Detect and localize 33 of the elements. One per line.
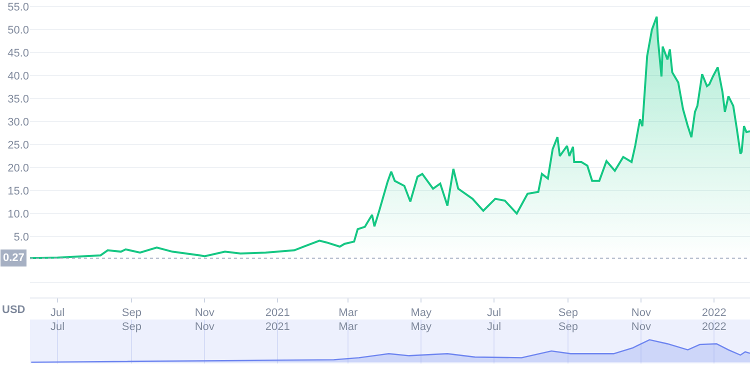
x-tick-label: Mar [338,306,358,319]
y-tick-label: 50.0 [8,24,29,36]
y-tick-label: 30.0 [8,116,29,128]
y-tick-label: 20.0 [8,162,29,174]
x-tick-label: 2022 [702,306,726,319]
y-tick-label: 35.0 [8,93,29,106]
x-tick-label: May [410,321,432,334]
x-tick-label: Nov [194,321,215,334]
x-tick-label: Jul [487,321,502,334]
y-tick-label: 40.0 [8,70,29,82]
y-tick-label: 15.0 [8,185,29,198]
y-tick-label: 10.0 [8,208,29,220]
y-axis-title: USD [2,304,26,316]
x-tick-label: May [410,306,432,319]
y-tick-label: 5.0 [14,231,29,244]
x-tick-label: Nov [631,321,652,334]
x-tick-label: Jul [50,306,65,319]
x-tick-label: Nov [194,306,215,319]
x-tick-label: 2022 [702,321,726,334]
x-tick-label: Jul [487,306,502,319]
ref-line-label: 0.27 [3,252,24,264]
x-tick-label: 2021 [265,321,290,334]
x-tick-label: Sep [122,321,142,334]
y-tick-label: 25.0 [8,139,29,152]
x-tick-label: Mar [338,321,358,334]
y-tick-label: 55.0 [8,1,29,14]
x-tick-label: Sep [558,321,578,334]
x-tick-label: Sep [122,306,142,319]
x-tick-label: Nov [631,306,652,319]
x-tick-label: Sep [558,306,578,319]
y-tick-label: 45.0 [8,47,29,60]
x-tick-label: 2021 [265,306,290,319]
x-tick-label: Jul [50,321,65,334]
